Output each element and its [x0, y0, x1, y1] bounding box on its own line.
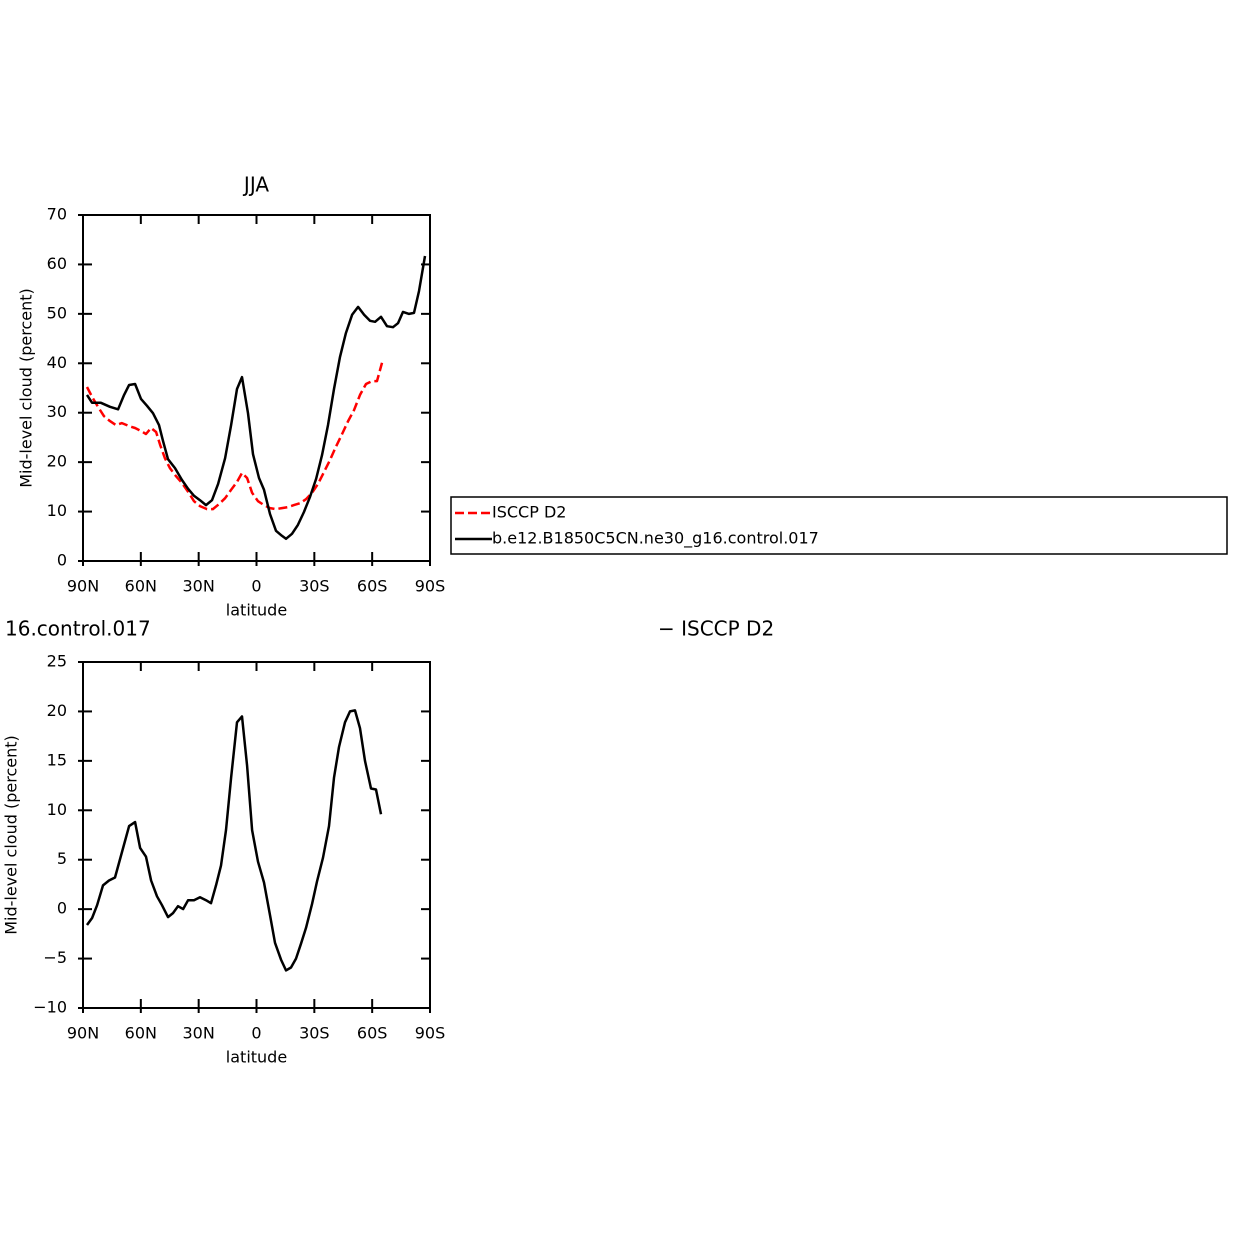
y-tick-label: 0 — [57, 899, 67, 918]
x-tick-label: 90S — [415, 1024, 446, 1043]
chart-title: JJA — [242, 173, 269, 197]
x-axis-label: latitude — [226, 1048, 287, 1067]
legend-label: b.e12.B1850C5CN.ne30_g16.control.017 — [492, 529, 819, 549]
y-tick-label: 15 — [47, 750, 67, 769]
y-tick-label: 10 — [47, 800, 67, 819]
x-tick-label: 60S — [357, 1024, 388, 1043]
legend: ISCCP D2 b.e12.B1850C5CN.ne30_g16.control… — [450, 496, 1228, 555]
x-tick-label: 60N — [125, 1024, 157, 1043]
y-tick-label: 25 — [47, 652, 67, 671]
y-tick-label: 30 — [47, 402, 67, 421]
y-tick-label: 10 — [47, 501, 67, 520]
y-tick-label: 50 — [47, 303, 67, 322]
chart-title-right: − ISCCP D2 — [658, 617, 774, 641]
y-tick-label: 60 — [47, 254, 67, 273]
x-tick-label: 30S — [299, 1024, 330, 1043]
y-tick-label: −10 — [33, 998, 67, 1017]
y-tick-label: 5 — [57, 849, 67, 868]
x-tick-label: 0 — [251, 1024, 261, 1043]
y-tick-label: −5 — [43, 948, 67, 967]
x-tick-label: 30N — [183, 1024, 215, 1043]
x-tick-label: 90N — [67, 1024, 99, 1043]
x-tick-label: 30S — [299, 577, 330, 596]
x-tick-label: 30N — [183, 577, 215, 596]
x-tick-label: 60S — [357, 577, 388, 596]
x-axis-label: latitude — [226, 601, 287, 620]
series-line — [85, 255, 427, 541]
x-tick-label: 0 — [251, 577, 261, 596]
legend-box — [450, 496, 1228, 555]
y-tick-label: 70 — [47, 205, 67, 224]
x-tick-label: 60N — [125, 577, 157, 596]
plot-frame — [82, 214, 431, 562]
series-line — [85, 709, 383, 972]
y-tick-label: 20 — [47, 701, 67, 720]
y-axis-label: Mid-level cloud (percent) — [2, 735, 21, 935]
y-tick-label: 40 — [47, 353, 67, 372]
series-line — [85, 362, 384, 511]
y-axis-label: Mid-level cloud (percent) — [17, 288, 36, 488]
legend-label: ISCCP D2 — [492, 503, 566, 522]
y-tick-label: 20 — [47, 452, 67, 471]
x-tick-label: 90N — [67, 577, 99, 596]
y-tick-label: 0 — [57, 551, 67, 570]
chart-title-left: 16.control.017 — [5, 617, 151, 641]
plot-frame — [82, 661, 431, 1009]
x-tick-label: 90S — [415, 577, 446, 596]
